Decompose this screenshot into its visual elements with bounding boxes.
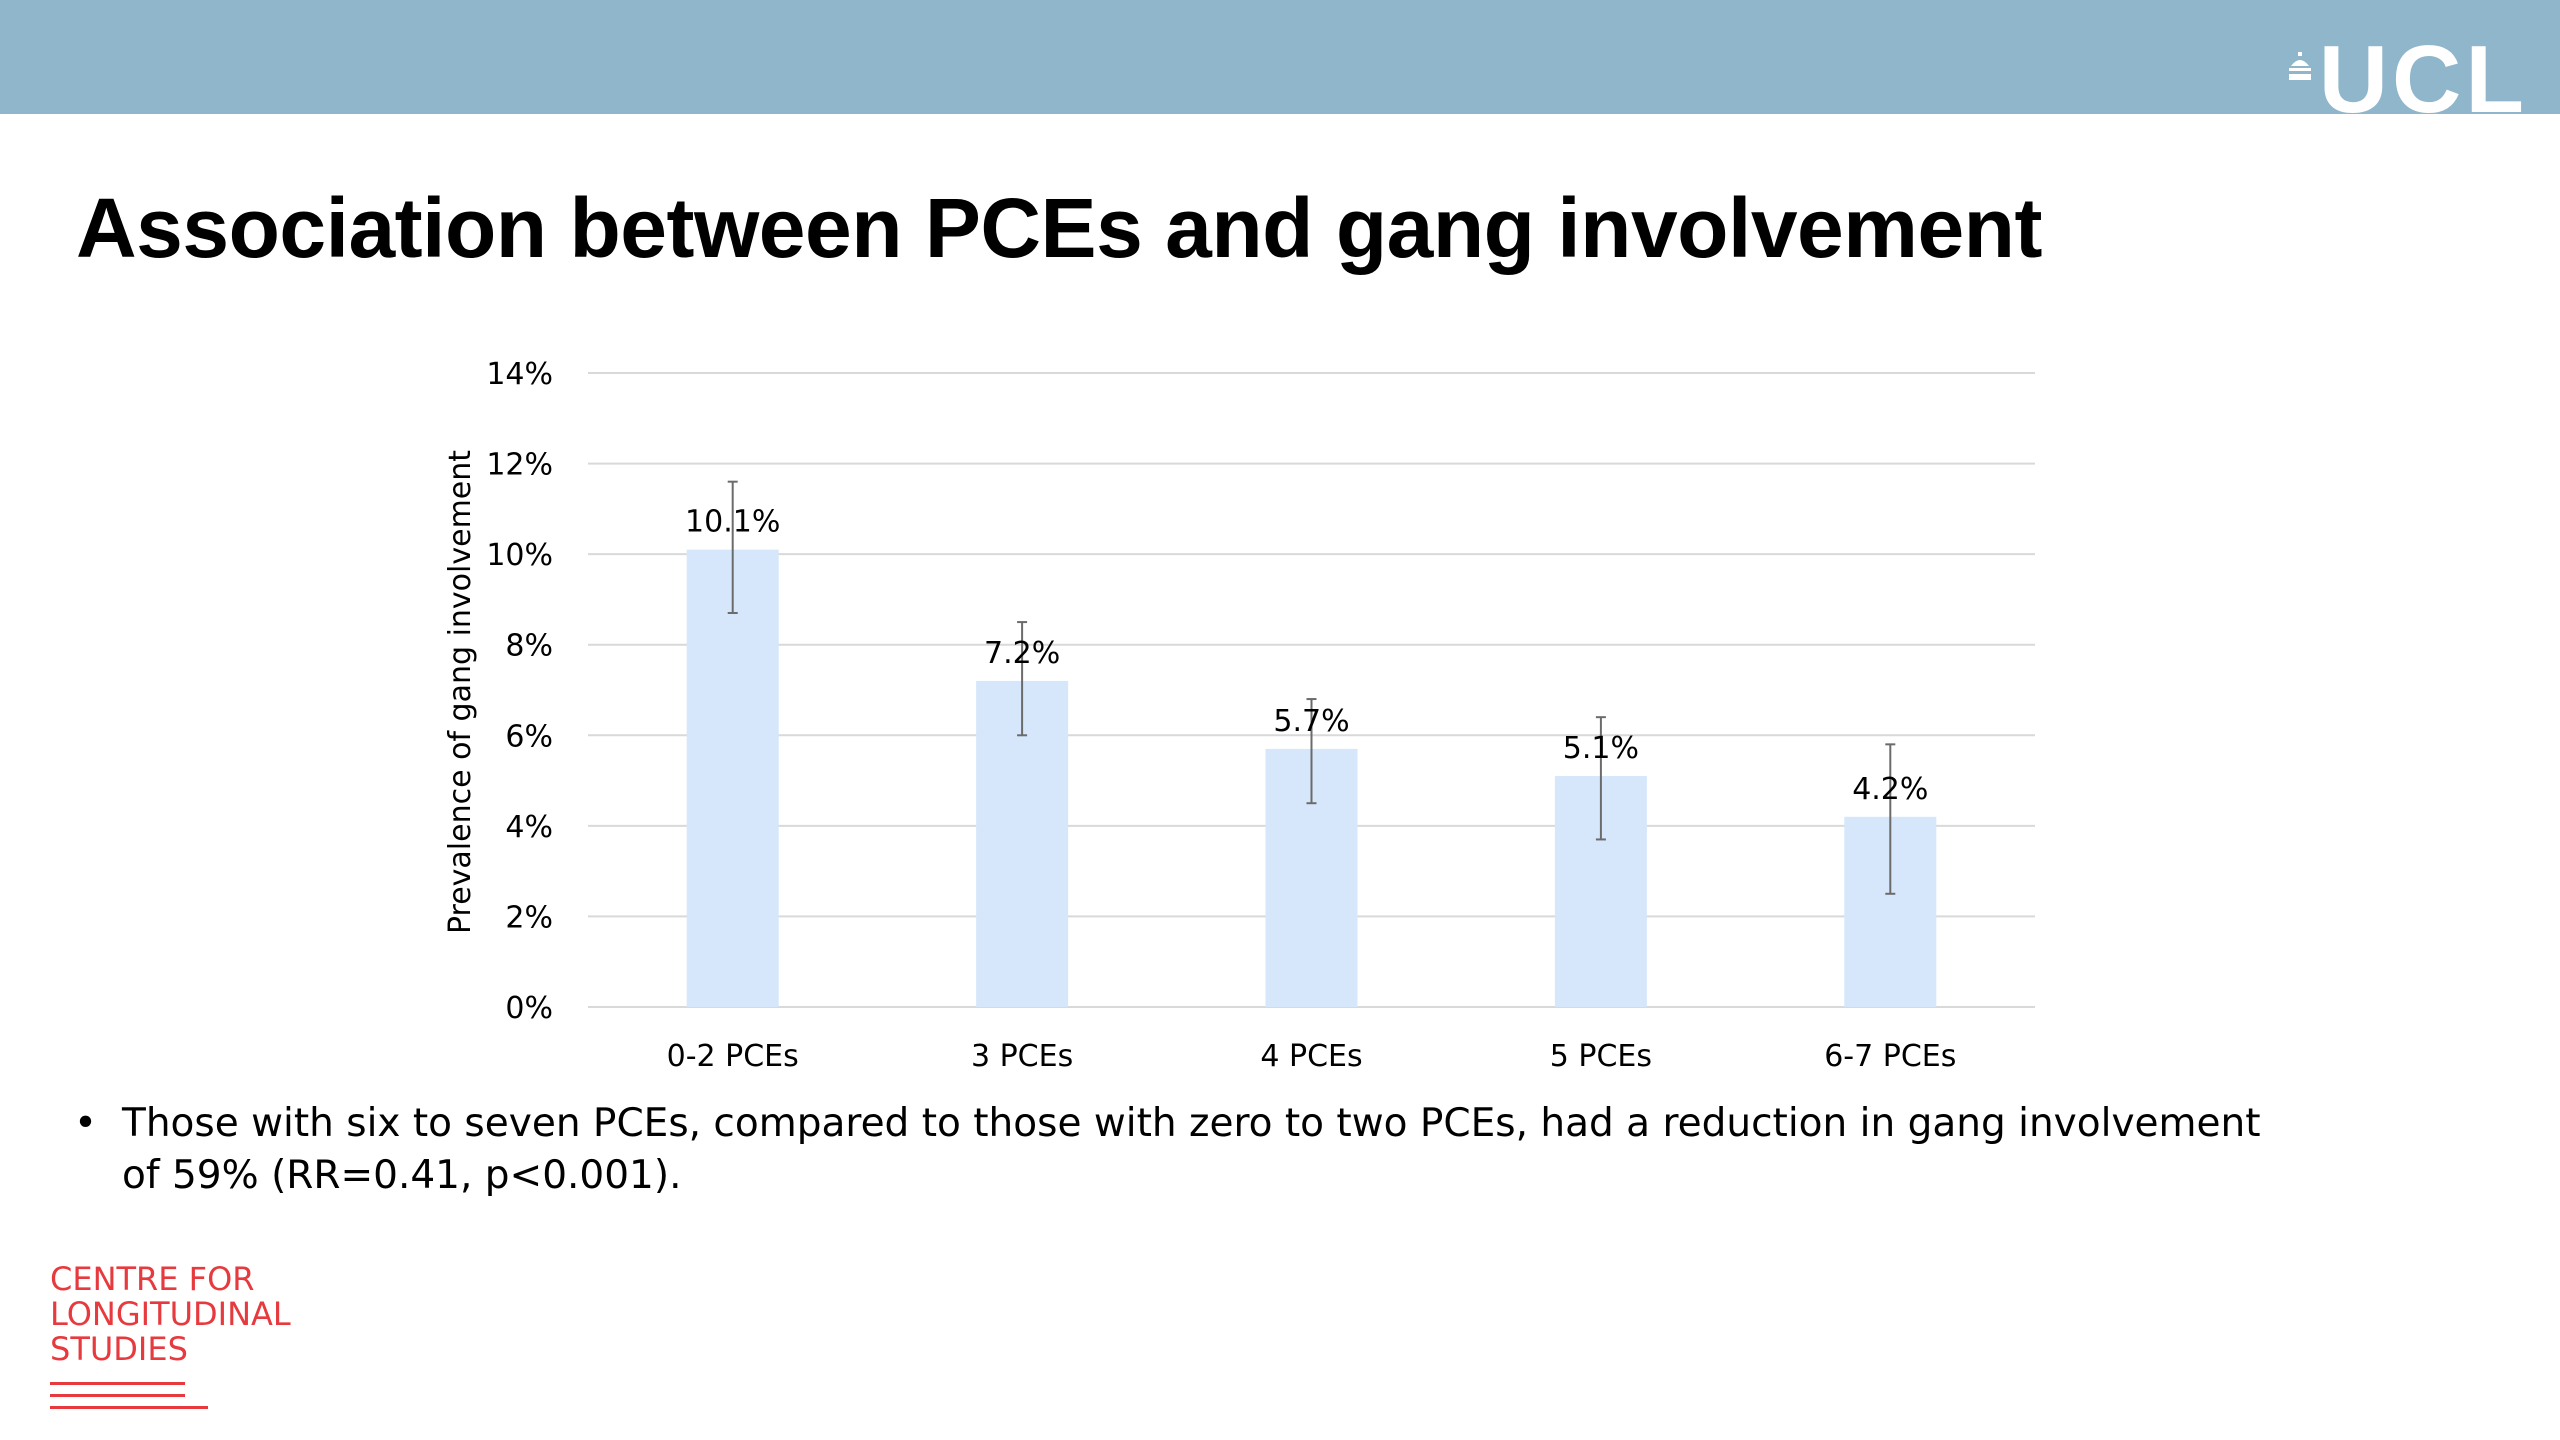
x-tick-label: 5 PCEs xyxy=(1550,1039,1652,1074)
data-labels: 10.1% 7.2% 5.7% 5.1% 4.2% xyxy=(685,505,1928,807)
y-tick-label: 8% xyxy=(505,629,553,664)
header-band xyxy=(0,0,2560,114)
y-tick-label: 12% xyxy=(486,448,553,483)
bullet-item: • Those with six to seven PCEs, compared… xyxy=(74,1098,2274,1202)
data-label: 4.2% xyxy=(1852,772,1928,807)
bars xyxy=(686,549,1937,1007)
y-tick-label: 6% xyxy=(505,719,553,754)
data-label: 10.1% xyxy=(685,505,780,540)
page-title: Association between PCEs and gang involv… xyxy=(76,181,2042,275)
y-axis-ticks: 0% 2% 4% 6% 8% 10% 12% 14% xyxy=(486,357,553,1026)
error-bar xyxy=(1885,743,1896,895)
error-bars xyxy=(727,480,1896,895)
x-tick-label: 0-2 PCEs xyxy=(667,1039,799,1074)
y-tick-label: 0% xyxy=(505,991,553,1026)
x-tick-label: 6-7 PCEs xyxy=(1824,1039,1956,1074)
bar xyxy=(686,549,779,1007)
cls-logo-line2: LONGITUDINAL xyxy=(50,1295,291,1333)
cls-logo-line3: STUDIES xyxy=(50,1330,188,1368)
data-label: 7.2% xyxy=(984,636,1060,671)
bullet-dot: • xyxy=(74,1101,98,1146)
error-bar xyxy=(727,480,738,615)
x-tick-label: 3 PCEs xyxy=(971,1039,1073,1074)
x-axis-ticks: 0-2 PCEs 3 PCEs 4 PCEs 5 PCEs 6-7 PCEs xyxy=(667,1039,1957,1074)
error-bar xyxy=(1017,621,1028,737)
y-tick-label: 10% xyxy=(486,538,553,573)
bullet-text: Those with six to seven PCEs, compared t… xyxy=(122,1101,2261,1198)
y-tick-label: 2% xyxy=(505,900,553,935)
error-bar xyxy=(1306,698,1317,805)
y-axis-label: Prevalence of gang involvement xyxy=(443,450,478,934)
ucl-logo: UCL xyxy=(2288,40,2528,120)
cls-logo-line1: CENTRE FOR xyxy=(50,1260,255,1298)
error-bar xyxy=(1595,716,1606,841)
x-tick-label: 4 PCEs xyxy=(1260,1039,1362,1074)
cls-logo-stripes xyxy=(50,1382,208,1409)
y-tick-label: 14% xyxy=(486,357,553,392)
data-label: 5.7% xyxy=(1273,704,1349,739)
portico-dome-icon xyxy=(2288,52,2311,80)
cls-logo: CENTRE FOR LONGITUDINAL STUDIES xyxy=(50,1262,291,1367)
ucl-logo-text: UCL xyxy=(2318,40,2528,114)
data-label: 5.1% xyxy=(1563,731,1639,766)
y-tick-label: 4% xyxy=(505,810,553,845)
